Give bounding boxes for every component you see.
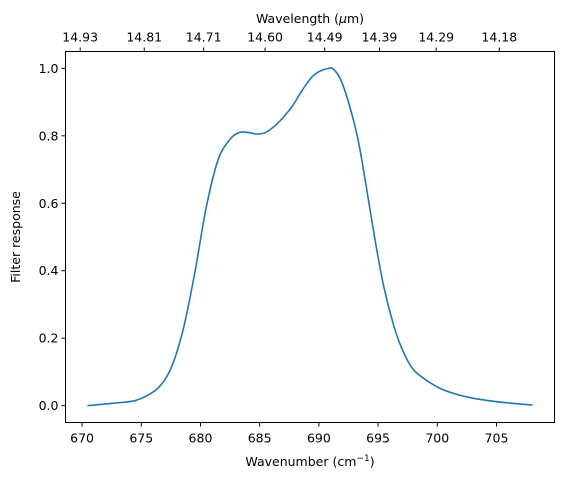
filter-response-line — [87, 67, 533, 407]
x-tick-label: 670 — [70, 431, 94, 446]
top-tick-label: 14.81 — [126, 30, 162, 45]
x-tick-label: 680 — [189, 431, 213, 446]
plot-frame — [65, 51, 555, 423]
y-tick-label: 0.8 — [39, 128, 59, 143]
top-tick-label: 14.93 — [62, 30, 98, 45]
y-tick-label: 0.4 — [39, 263, 59, 278]
y-tick-label: 0.2 — [39, 331, 59, 346]
y-tick-label: 1.0 — [39, 61, 59, 76]
y-axis-label: Filter response — [8, 191, 23, 283]
top-tick-label: 14.18 — [481, 30, 517, 45]
x-tick-label: 685 — [248, 431, 272, 446]
top-tick-label: 14.29 — [418, 30, 454, 45]
x-tick-label: 695 — [366, 431, 390, 446]
x-tick-label: 705 — [485, 431, 509, 446]
x-tick-label: 675 — [129, 431, 153, 446]
x-tick-label: 700 — [425, 431, 449, 446]
y-tick-label: 0.6 — [39, 196, 59, 211]
y-tick-label: 0.0 — [39, 398, 59, 413]
x-axis-label: Wavenumber (cm−1) — [245, 454, 374, 469]
top-tick-label: 14.39 — [362, 30, 398, 45]
top-tick-label: 14.60 — [247, 30, 283, 45]
top-tick-label: 14.49 — [307, 30, 343, 45]
top-tick-label: 14.71 — [186, 30, 222, 45]
x-tick-label: 690 — [307, 431, 331, 446]
top-axis-label: Wavelength (μm) — [256, 11, 364, 26]
plot-area — [65, 51, 555, 423]
